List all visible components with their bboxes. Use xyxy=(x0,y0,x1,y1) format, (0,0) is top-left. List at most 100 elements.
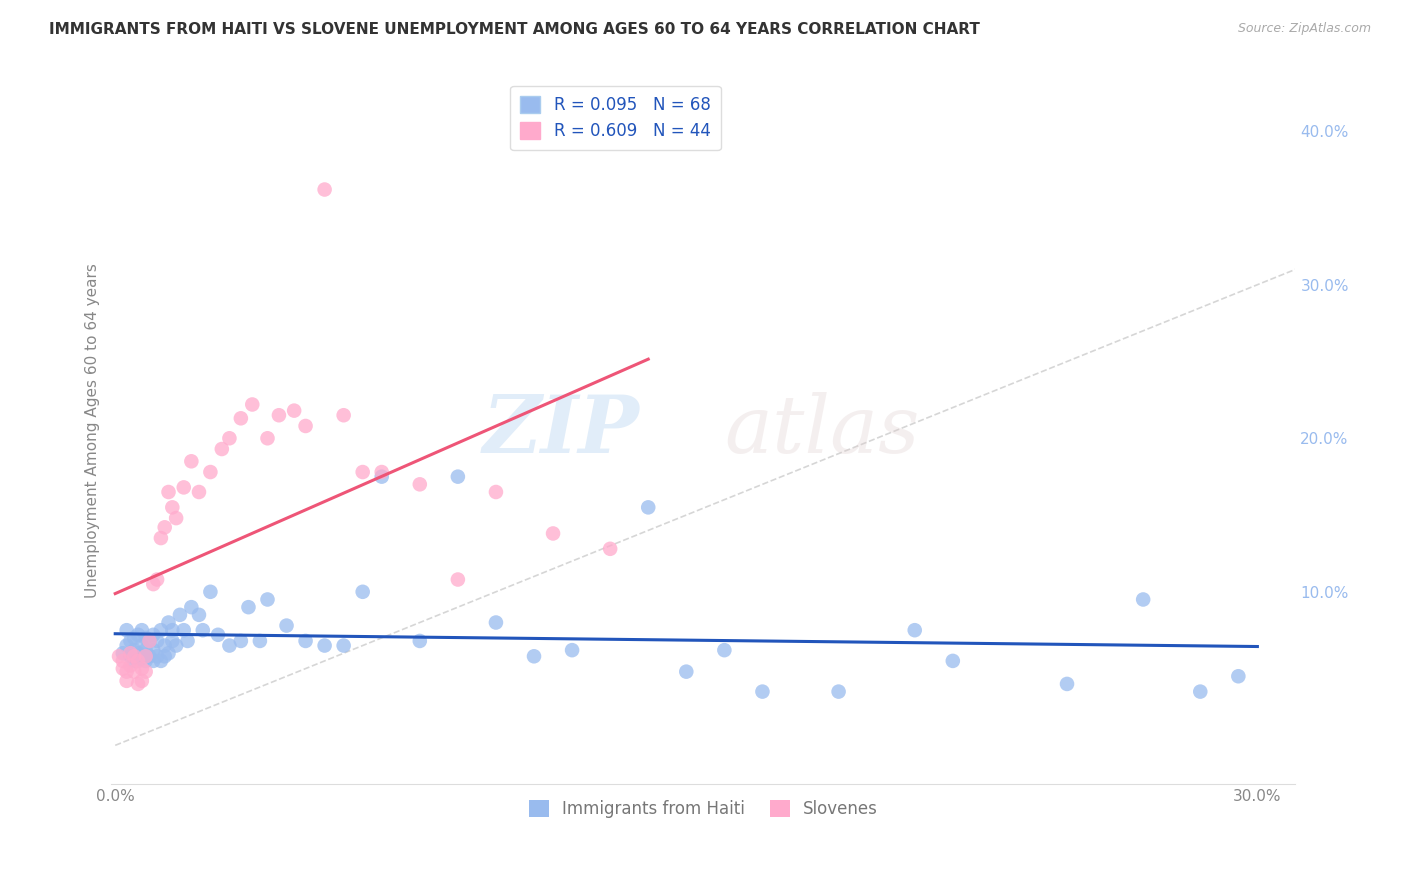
Point xyxy=(942,654,965,668)
Point xyxy=(1227,669,1250,683)
Point xyxy=(131,639,153,653)
Point xyxy=(211,442,233,456)
Point xyxy=(135,631,157,645)
Point xyxy=(218,431,240,445)
Point xyxy=(283,403,305,417)
Point xyxy=(146,573,169,587)
Point xyxy=(115,639,138,653)
Point xyxy=(111,662,134,676)
Point xyxy=(165,639,187,653)
Point xyxy=(157,615,180,630)
Point xyxy=(1056,677,1078,691)
Point xyxy=(267,409,290,423)
Point xyxy=(142,643,165,657)
Point xyxy=(238,600,260,615)
Point xyxy=(276,618,298,632)
Point xyxy=(162,634,184,648)
Point xyxy=(108,649,131,664)
Point xyxy=(207,628,229,642)
Point xyxy=(370,465,392,479)
Point xyxy=(352,584,374,599)
Point xyxy=(200,465,222,479)
Point xyxy=(256,592,278,607)
Point xyxy=(173,480,195,494)
Legend: Immigrants from Haiti, Slovenes: Immigrants from Haiti, Slovenes xyxy=(522,793,884,825)
Point xyxy=(135,649,157,664)
Point xyxy=(176,634,198,648)
Point xyxy=(229,411,252,425)
Point xyxy=(249,634,271,648)
Point xyxy=(240,397,263,411)
Point xyxy=(751,684,773,698)
Point xyxy=(314,182,336,196)
Text: IMMIGRANTS FROM HAITI VS SLOVENE UNEMPLOYMENT AMONG AGES 60 TO 64 YEARS CORRELAT: IMMIGRANTS FROM HAITI VS SLOVENE UNEMPLO… xyxy=(49,22,980,37)
Point xyxy=(370,469,392,483)
Point xyxy=(149,654,172,668)
Point xyxy=(115,623,138,637)
Y-axis label: Unemployment Among Ages 60 to 64 years: Unemployment Among Ages 60 to 64 years xyxy=(86,263,100,598)
Point xyxy=(127,654,149,668)
Point xyxy=(904,623,927,637)
Point xyxy=(188,607,211,622)
Point xyxy=(352,465,374,479)
Point xyxy=(153,520,176,534)
Point xyxy=(122,649,145,664)
Point xyxy=(485,615,508,630)
Point xyxy=(138,634,160,648)
Point xyxy=(115,673,138,688)
Point xyxy=(229,634,252,648)
Point xyxy=(146,649,169,664)
Point xyxy=(122,631,145,645)
Text: ZIP: ZIP xyxy=(482,392,640,469)
Point xyxy=(180,454,202,468)
Point xyxy=(142,654,165,668)
Point xyxy=(188,485,211,500)
Point xyxy=(256,431,278,445)
Point xyxy=(157,485,180,500)
Point xyxy=(314,639,336,653)
Point xyxy=(115,665,138,679)
Point xyxy=(447,469,470,483)
Point xyxy=(173,623,195,637)
Point xyxy=(146,634,169,648)
Point xyxy=(131,623,153,637)
Point xyxy=(294,634,316,648)
Point xyxy=(409,634,432,648)
Point xyxy=(135,643,157,657)
Point xyxy=(561,643,583,657)
Point xyxy=(447,573,470,587)
Point xyxy=(120,646,142,660)
Point xyxy=(599,541,621,556)
Point xyxy=(523,649,546,664)
Point xyxy=(131,673,153,688)
Point xyxy=(153,639,176,653)
Point xyxy=(120,634,142,648)
Point xyxy=(120,649,142,664)
Point xyxy=(1189,684,1212,698)
Point xyxy=(713,643,735,657)
Point xyxy=(157,646,180,660)
Point xyxy=(122,665,145,679)
Text: Source: ZipAtlas.com: Source: ZipAtlas.com xyxy=(1237,22,1371,36)
Point xyxy=(135,665,157,679)
Point xyxy=(180,600,202,615)
Point xyxy=(200,584,222,599)
Point xyxy=(122,654,145,668)
Point xyxy=(131,662,153,676)
Point xyxy=(142,628,165,642)
Point xyxy=(675,665,697,679)
Point xyxy=(332,639,354,653)
Point xyxy=(131,649,153,664)
Point xyxy=(165,511,187,525)
Point xyxy=(409,477,432,491)
Point xyxy=(162,623,184,637)
Point xyxy=(149,531,172,545)
Point xyxy=(191,623,214,637)
Point xyxy=(169,607,191,622)
Point xyxy=(1132,592,1154,607)
Point xyxy=(485,485,508,500)
Point xyxy=(138,649,160,664)
Point xyxy=(111,646,134,660)
Point xyxy=(162,500,184,515)
Point xyxy=(122,643,145,657)
